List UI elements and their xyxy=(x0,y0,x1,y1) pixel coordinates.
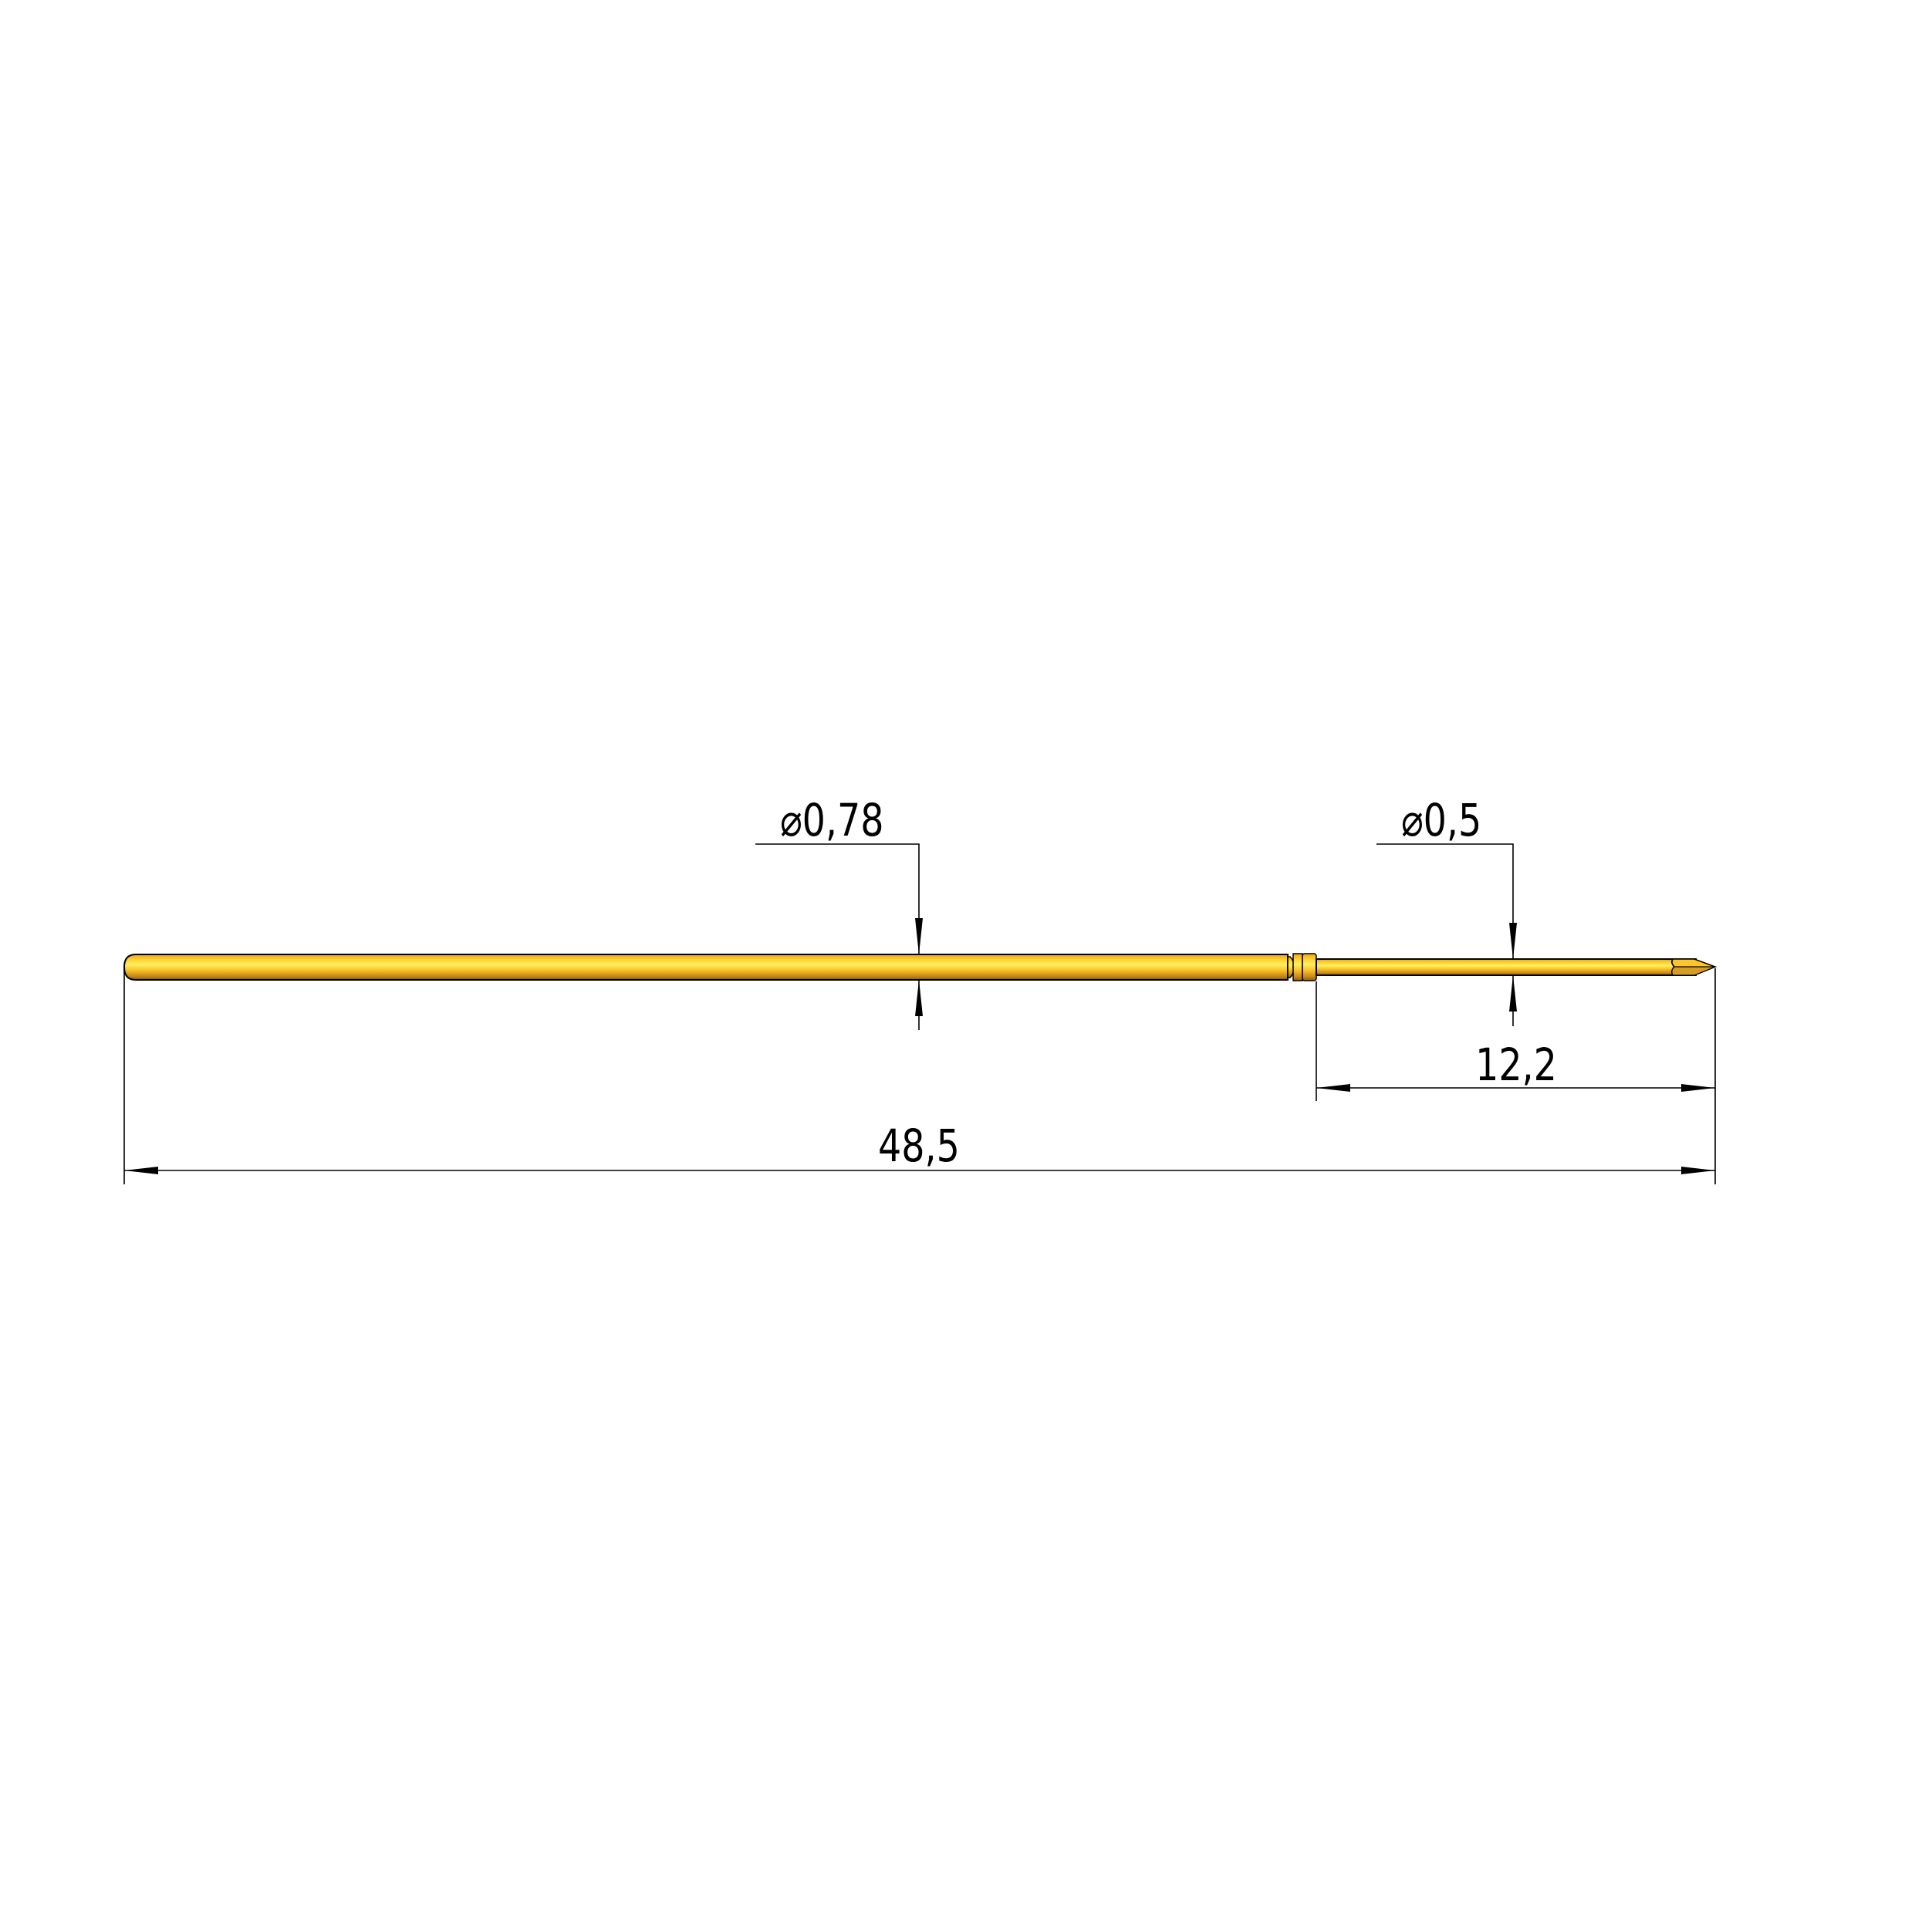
overall-length-value: 48,5 xyxy=(878,1120,960,1172)
diameter-symbol: ⌀ xyxy=(780,794,802,846)
pin-collar xyxy=(1287,953,1317,981)
plunger-length-value: 12,2 xyxy=(1475,1039,1557,1091)
overall-length-dimension: 48,5 xyxy=(123,968,1716,1184)
diameter-symbol: ⌀ xyxy=(1401,794,1424,846)
pin-barrel xyxy=(123,954,1289,981)
barrel-diameter-value: 0,78 xyxy=(802,794,884,846)
plunger-length-dimension: 12,2 xyxy=(1316,981,1715,1101)
pin-plunger xyxy=(1316,958,1718,976)
plunger-diameter-dimension: ⌀0,5 xyxy=(1376,794,1517,1026)
plunger-diameter-value: 0,5 xyxy=(1424,794,1482,846)
svg-text:⌀0,5: ⌀0,5 xyxy=(1401,794,1481,846)
barrel-diameter-dimension: ⌀0,78 xyxy=(755,794,923,1030)
svg-text:⌀0,78: ⌀0,78 xyxy=(780,794,883,846)
